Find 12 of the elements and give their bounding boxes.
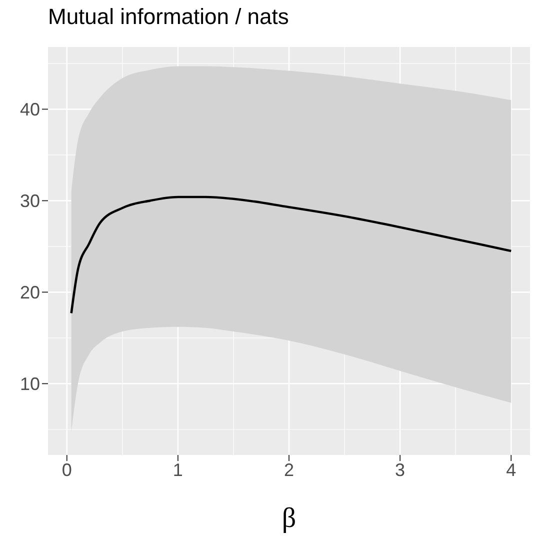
chart-title: Mutual information / nats xyxy=(48,4,289,30)
x-tick-label: 0 xyxy=(62,460,72,480)
y-tick-label: 20 xyxy=(20,282,40,303)
y-tick-label: 30 xyxy=(20,191,40,212)
x-axis-title: β xyxy=(282,503,296,534)
x-tick-label: 1 xyxy=(172,460,183,480)
x-tick-label: 3 xyxy=(395,460,406,480)
x-tick-label: 4 xyxy=(506,460,516,480)
line-series xyxy=(70,196,512,314)
y-tick-label: 10 xyxy=(20,374,40,394)
x-tick-label: 2 xyxy=(284,460,294,480)
y-tick-label: 40 xyxy=(20,100,40,120)
